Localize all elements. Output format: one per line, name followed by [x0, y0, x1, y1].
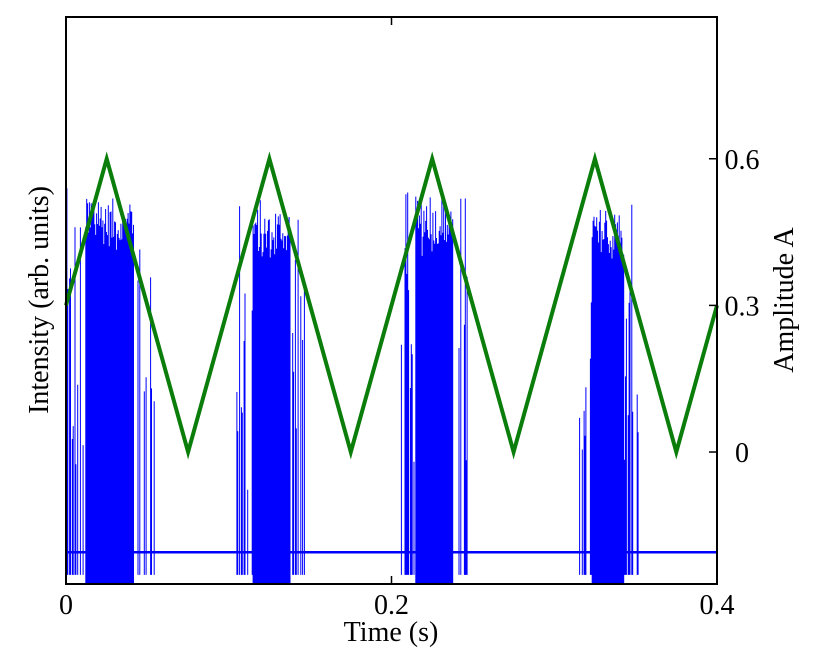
x-tick-label-1: 0.2 — [374, 590, 409, 621]
intensity-burst-1 — [236, 200, 305, 584]
intensity-burst-3 — [579, 204, 639, 584]
left-axis-label: Intensity (arb. units) — [24, 186, 55, 414]
amplitude-line — [64, 151, 719, 460]
x-tick-label-2: 0.4 — [700, 590, 735, 621]
y-right-tick-label-0: 0 — [735, 438, 749, 469]
right-axis-label: Amplitude A — [769, 227, 800, 373]
y-right-tick-label-2: 0.6 — [725, 145, 760, 176]
x-tick-label-0: 0 — [59, 590, 73, 621]
y-right-tick-label-1: 0.3 — [725, 291, 760, 322]
intensity-burst-2 — [400, 192, 468, 584]
right-axis-ticks: 0 0.3 0.6 — [709, 145, 760, 469]
x-axis-label: Time (s) — [344, 617, 439, 648]
x-axis-ticks: 0 0.2 0.4 — [59, 17, 735, 621]
intensity-series — [65, 188, 717, 584]
